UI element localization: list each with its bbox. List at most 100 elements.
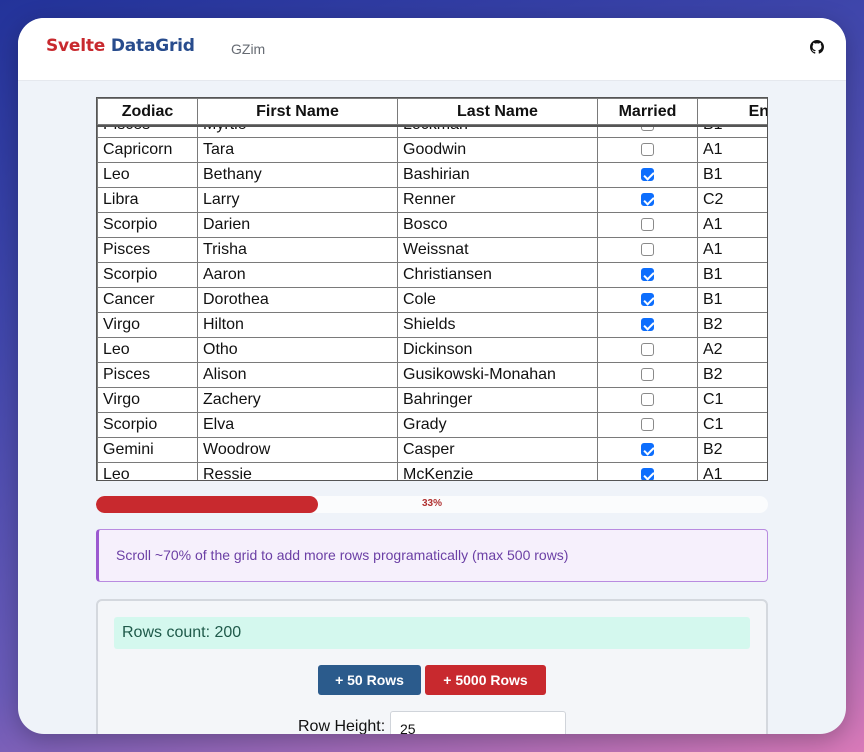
cell-last-name[interactable]: Casper [397,437,598,463]
married-checkbox[interactable] [641,468,654,480]
nav-link-gzim[interactable]: GZim [231,41,266,57]
cell-english[interactable]: C2 [697,187,767,213]
cell-english[interactable]: A1 [697,462,767,480]
brand-part-1: Svelte [46,36,106,56]
cell-last-name[interactable]: Shields [397,312,598,338]
table-row[interactable]: Scorpio Aaron Christiansen B1 [97,262,767,288]
cell-married [597,312,698,338]
cell-last-name[interactable]: Grady [397,412,598,438]
married-checkbox[interactable] [641,243,654,257]
cell-last-name[interactable]: Weissnat [397,237,598,263]
add-5000-rows-button[interactable]: + 5000 Rows [425,665,546,695]
cell-zodiac[interactable]: Scorpio [97,212,198,238]
married-checkbox[interactable] [641,368,654,382]
cell-zodiac[interactable]: Virgo [97,312,198,338]
table-row[interactable]: Gemini Woodrow Casper B2 [97,437,767,463]
cell-last-name[interactable]: Christiansen [397,262,598,288]
cell-last-name[interactable]: Cole [397,287,598,313]
cell-english[interactable]: A1 [697,137,767,163]
married-checkbox[interactable] [641,193,654,207]
cell-last-name[interactable]: Goodwin [397,137,598,163]
cell-english[interactable]: B1 [697,262,767,288]
married-checkbox[interactable] [641,393,654,407]
cell-zodiac[interactable]: Libra [97,187,198,213]
cell-first-name[interactable]: Tara [197,137,398,163]
cell-zodiac[interactable]: Scorpio [97,262,198,288]
married-checkbox[interactable] [641,343,654,357]
cell-last-name[interactable]: McKenzie [397,462,598,480]
married-checkbox[interactable] [641,318,654,332]
table-row[interactable]: Capricorn Tara Goodwin A1 [97,137,767,163]
cell-first-name[interactable]: Alison [197,362,398,388]
cell-zodiac[interactable]: Gemini [97,437,198,463]
cell-zodiac[interactable]: Cancer [97,287,198,313]
cell-zodiac[interactable]: Scorpio [97,412,198,438]
cell-english[interactable]: C1 [697,387,767,413]
add-50-rows-button[interactable]: + 50 Rows [318,665,421,695]
cell-last-name[interactable]: Gusikowski-Monahan [397,362,598,388]
cell-last-name[interactable]: Dickinson [397,337,598,363]
cell-english[interactable]: A1 [697,212,767,238]
married-checkbox[interactable] [641,268,654,282]
cell-last-name[interactable]: Bosco [397,212,598,238]
data-grid[interactable]: PiscesMyrtleLockmanB1CapricornTaraGoodwi… [96,97,768,481]
table-row[interactable]: Scorpio Darien Bosco A1 [97,212,767,238]
cell-first-name[interactable]: Trisha [197,237,398,263]
cell-zodiac[interactable]: Leo [97,462,198,480]
married-checkbox[interactable] [641,418,654,432]
cell-zodiac[interactable]: Leo [97,162,198,188]
table-row[interactable]: Virgo Zachery Bahringer C1 [97,387,767,413]
table-row[interactable]: Pisces Trisha Weissnat A1 [97,237,767,263]
cell-english[interactable]: B2 [697,312,767,338]
column-header-zodiac[interactable]: Zodiac [97,98,198,125]
married-checkbox[interactable] [641,168,654,182]
github-icon[interactable] [810,40,824,54]
cell-english[interactable]: B2 [697,362,767,388]
cell-english[interactable]: A2 [697,337,767,363]
cell-first-name[interactable]: Larry [197,187,398,213]
cell-english[interactable]: C1 [697,412,767,438]
table-row[interactable]: Leo Bethany Bashirian B1 [97,162,767,188]
table-row[interactable]: Cancer Dorothea Cole B1 [97,287,767,313]
cell-married [597,262,698,288]
cell-first-name[interactable]: Zachery [197,387,398,413]
cell-zodiac[interactable]: Pisces [97,237,198,263]
table-row[interactable]: Leo Ressie McKenzie A1 [97,462,767,480]
cell-english[interactable]: B2 [697,437,767,463]
cell-last-name[interactable]: Bashirian [397,162,598,188]
table-row[interactable]: Leo Otho Dickinson A2 [97,337,767,363]
cell-english[interactable]: B1 [697,287,767,313]
cell-zodiac[interactable]: Leo [97,337,198,363]
table-row[interactable]: Libra Larry Renner C2 [97,187,767,213]
married-checkbox[interactable] [641,143,654,157]
cell-first-name[interactable]: Otho [197,337,398,363]
married-checkbox[interactable] [641,218,654,232]
cell-first-name[interactable]: Darien [197,212,398,238]
cell-english[interactable]: A1 [697,237,767,263]
column-header-married[interactable]: Married [597,98,698,125]
cell-first-name[interactable]: Hilton [197,312,398,338]
cell-last-name[interactable]: Bahringer [397,387,598,413]
column-header-first-name[interactable]: First Name [197,98,398,125]
row-height-input[interactable]: 25 [390,711,566,734]
table-row[interactable]: Virgo Hilton Shields B2 [97,312,767,338]
cell-zodiac[interactable]: Virgo [97,387,198,413]
column-header-english[interactable]: English [697,98,767,125]
married-checkbox[interactable] [641,293,654,307]
cell-english[interactable]: B1 [697,162,767,188]
cell-last-name[interactable]: Renner [397,187,598,213]
table-row[interactable]: Scorpio Elva Grady C1 [97,412,767,438]
cell-first-name[interactable]: Aaron [197,262,398,288]
cell-zodiac[interactable]: Capricorn [97,137,198,163]
cell-first-name[interactable]: Bethany [197,162,398,188]
cell-first-name[interactable]: Ressie [197,462,398,480]
column-header-last-name[interactable]: Last Name [397,98,598,125]
cell-first-name[interactable]: Woodrow [197,437,398,463]
scroll-progress-bar: 33% [96,496,768,513]
cell-first-name[interactable]: Elva [197,412,398,438]
cell-zodiac[interactable]: Pisces [97,362,198,388]
brand-logo[interactable]: Svelte DataGrid [46,36,195,56]
table-row[interactable]: Pisces Alison Gusikowski-Monahan B2 [97,362,767,388]
married-checkbox[interactable] [641,443,654,457]
cell-first-name[interactable]: Dorothea [197,287,398,313]
